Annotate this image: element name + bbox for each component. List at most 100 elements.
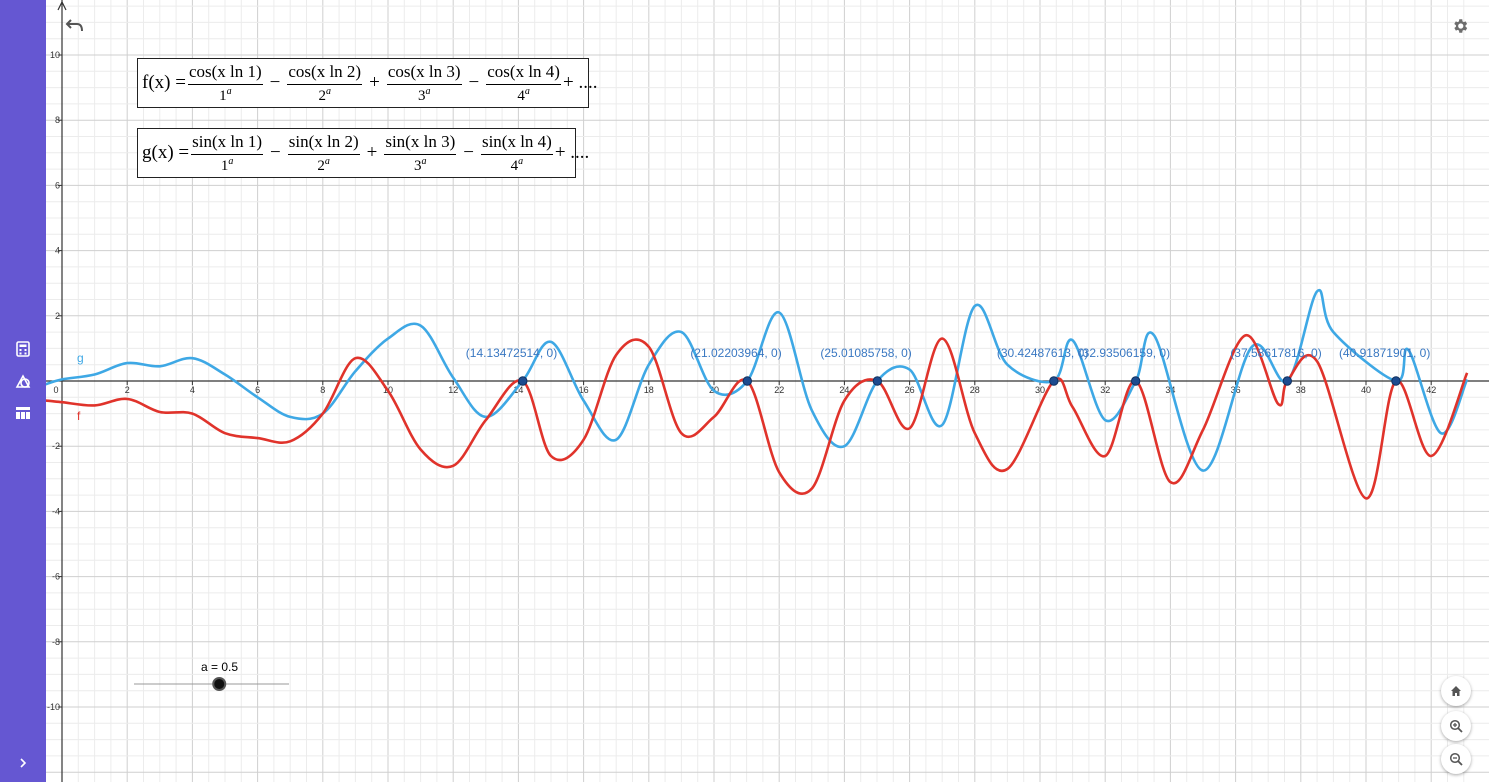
- x-tick-label: 22: [774, 385, 784, 395]
- y-tick-label: -10: [47, 702, 60, 712]
- geometry-icon[interactable]: [0, 370, 46, 392]
- formula-operator: −: [468, 72, 480, 93]
- settings-button[interactable]: [1449, 15, 1471, 37]
- y-tick-label: -2: [52, 441, 60, 451]
- formula-lhs: g(x) =: [142, 142, 190, 163]
- zoom-out-icon: [1449, 752, 1463, 766]
- formula-term: cos(x ln 4) 4a: [486, 62, 561, 105]
- x-tick-label: 4: [190, 385, 195, 395]
- y-tick-label: -6: [52, 572, 60, 582]
- term-numerator: cos(x ln 2): [287, 62, 363, 85]
- table-icon[interactable]: [0, 402, 46, 424]
- term-numerator: sin(x ln 2): [287, 132, 360, 155]
- undo-button[interactable]: [63, 14, 87, 36]
- formula-term: sin(x ln 2) 2a: [287, 132, 360, 175]
- point-label: (25.01085758, 0): [820, 346, 911, 360]
- curve-label-f: f: [77, 409, 81, 423]
- x-tick-label: 14: [513, 385, 523, 395]
- term-exponent: a: [228, 155, 234, 167]
- term-base: 2: [317, 157, 325, 174]
- x-tick-label: 32: [1100, 385, 1110, 395]
- formula-operator: −: [270, 142, 281, 163]
- term-numerator: sin(x ln 1): [191, 132, 264, 155]
- x-tick-label: 18: [644, 385, 654, 395]
- slider-a[interactable]: [134, 677, 289, 691]
- x-tick-label: 16: [579, 385, 589, 395]
- term-numerator: cos(x ln 1): [187, 62, 263, 85]
- term-base: 3: [417, 87, 426, 104]
- intersection-points: (14.13472514, 0) (21.02203964, 0) (25.0108…: [466, 346, 1430, 386]
- tick-labels: 2 4 6 8 10 12 14 16 18 20 22 24 26 28 30 32 34 36 38 40 420-…: [47, 50, 1436, 712]
- y-tick-label: 10: [50, 50, 60, 60]
- curves: gf: [45, 288, 1469, 500]
- formula-f[interactable]: f(x) = cos(x ln 1) 1a − cos(x ln 2) 2a + c…: [137, 58, 597, 108]
- zoom-out-button[interactable]: [1441, 744, 1471, 774]
- gear-icon: [1454, 19, 1468, 33]
- home-button[interactable]: [1441, 676, 1471, 706]
- term-base: 4: [517, 87, 525, 104]
- term-exponent: a: [425, 85, 431, 97]
- x-tick-label: 8: [320, 385, 325, 395]
- term-numerator: sin(x ln 4): [480, 132, 553, 155]
- point-label: (14.13472514, 0): [466, 346, 557, 360]
- curve-g: [45, 288, 1469, 472]
- origin-label: 0: [53, 385, 58, 395]
- formula-term: cos(x ln 2) 2a: [287, 62, 363, 105]
- formula-operator: +: [366, 142, 378, 163]
- term-exponent: a: [326, 85, 331, 97]
- point-label: (21.02203964, 0): [690, 346, 781, 360]
- formula-lhs: f(x) =: [142, 72, 186, 93]
- intersection-point: [872, 376, 883, 386]
- x-tick-label: 24: [839, 385, 849, 395]
- slider-label: a = 0.5: [201, 660, 239, 674]
- axes: [46, 0, 1489, 782]
- formula-tail: + ....: [554, 142, 590, 163]
- sidebar: [0, 0, 46, 782]
- point-label: (30.42487613, 0): [997, 346, 1088, 360]
- point-label: (40.91871901, 0): [1339, 346, 1430, 360]
- x-tick-label: 2: [125, 385, 130, 395]
- y-tick-label: -4: [52, 506, 60, 516]
- intersection-point: [1391, 376, 1401, 386]
- term-numerator: cos(x ln 3): [386, 62, 462, 85]
- formula-operator: −: [463, 142, 474, 163]
- term-exponent: a: [421, 155, 427, 167]
- intersection-point: [1130, 376, 1141, 386]
- formula-g[interactable]: g(x) = sin(x ln 1) 1a − sin(x ln 2) 2a + s…: [137, 128, 589, 178]
- slider-knob[interactable]: [212, 677, 227, 691]
- x-tick-label: 6: [255, 385, 260, 395]
- intersection-point: [518, 376, 528, 386]
- formula-term: cos(x ln 1) 1a: [187, 62, 263, 105]
- y-tick-label: -8: [52, 637, 60, 647]
- y-tick-label: 8: [55, 115, 60, 125]
- curve-label-g: g: [77, 351, 84, 365]
- undo-icon: [65, 19, 83, 32]
- point-label: (37.58617816, 0): [1230, 346, 1321, 360]
- formula-term: sin(x ln 3) 3a: [384, 132, 457, 175]
- intersection-point: [1049, 376, 1059, 386]
- y-axis-arrow: [57, 0, 67, 11]
- formula-term: sin(x ln 1) 1a: [191, 132, 264, 175]
- term-base: 3: [414, 157, 422, 174]
- y-tick-label: 2: [55, 311, 60, 321]
- term-exponent: a: [324, 155, 330, 167]
- formula-term: sin(x ln 4) 4a: [480, 132, 553, 175]
- formula-term: cos(x ln 3) 3a: [386, 62, 462, 105]
- point-label: (32.93506159, 0): [1079, 346, 1170, 360]
- x-tick-label: 28: [970, 385, 980, 395]
- term-exponent: a: [226, 85, 232, 97]
- x-tick-label: 40: [1361, 385, 1371, 395]
- x-tick-label: 12: [448, 385, 458, 395]
- x-tick-label: 42: [1426, 385, 1436, 395]
- formula-operator: +: [369, 72, 380, 93]
- curve-f: [45, 334, 1469, 500]
- x-tick-label: 38: [1296, 385, 1306, 395]
- calculator-icon[interactable]: [0, 338, 46, 360]
- zoom-in-button[interactable]: [1441, 711, 1471, 741]
- chevron-right-icon[interactable]: [0, 752, 46, 774]
- term-numerator: sin(x ln 3): [384, 132, 457, 155]
- x-tick-label: 30: [1035, 385, 1045, 395]
- y-tick-label: 4: [55, 246, 60, 256]
- intersection-point: [742, 376, 753, 386]
